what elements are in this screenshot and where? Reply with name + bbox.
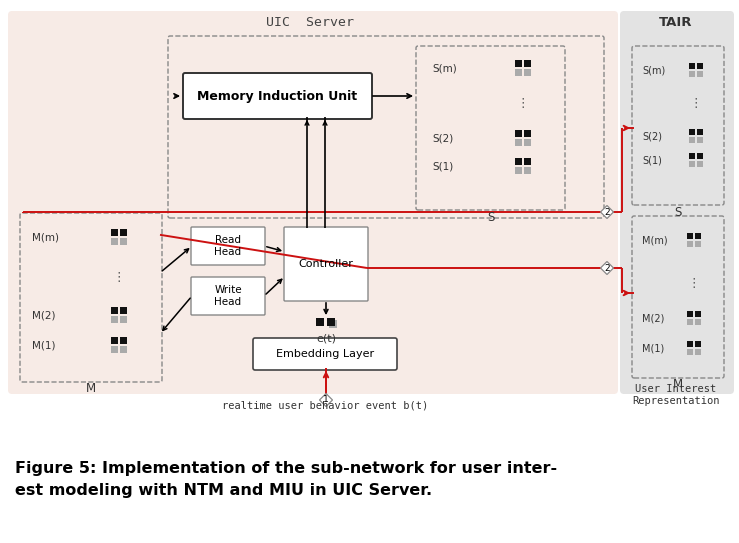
Text: M(1): M(1)	[642, 343, 664, 353]
Bar	[695, 241, 701, 247]
Bar	[120, 337, 127, 344]
Bar	[515, 69, 522, 76]
Bar	[697, 161, 703, 167]
FancyBboxPatch shape	[183, 73, 372, 119]
Bar	[524, 60, 531, 67]
Text: TAIR: TAIR	[659, 16, 692, 28]
Bar	[120, 316, 127, 323]
FancyBboxPatch shape	[253, 338, 397, 370]
Bar	[695, 311, 701, 317]
Bar	[689, 63, 695, 69]
Bar	[111, 337, 118, 344]
Text: e(t): e(t)	[316, 333, 336, 343]
Text: S(1): S(1)	[432, 161, 453, 171]
FancyBboxPatch shape	[284, 227, 368, 301]
Bar	[524, 69, 531, 76]
Bar	[695, 319, 701, 325]
Text: 2: 2	[605, 263, 610, 273]
FancyBboxPatch shape	[8, 11, 618, 394]
Text: S(2): S(2)	[642, 131, 662, 141]
Bar	[120, 238, 127, 245]
Bar	[689, 129, 695, 135]
Bar	[120, 346, 127, 353]
Bar	[697, 63, 703, 69]
Text: ⋮: ⋮	[689, 97, 702, 110]
Bar	[111, 346, 118, 353]
Text: M: M	[673, 378, 683, 392]
Bar	[697, 129, 703, 135]
Bar	[515, 130, 522, 137]
Bar	[689, 161, 695, 167]
FancyBboxPatch shape	[620, 11, 734, 394]
Bar	[697, 71, 703, 77]
Bar	[515, 167, 522, 174]
Bar	[687, 341, 693, 347]
Text: M(2): M(2)	[32, 310, 55, 320]
Text: S: S	[674, 205, 681, 218]
Text: M(2): M(2)	[642, 313, 664, 323]
Text: ⋮: ⋮	[517, 97, 529, 110]
Bar	[695, 349, 701, 355]
Bar	[689, 153, 695, 159]
Bar	[687, 241, 693, 247]
Text: S(m): S(m)	[432, 63, 457, 73]
Text: Read
Head: Read Head	[214, 235, 242, 257]
Bar	[524, 167, 531, 174]
Bar	[111, 307, 118, 314]
Bar	[120, 307, 127, 314]
Bar	[524, 130, 531, 137]
Text: M(m): M(m)	[32, 232, 59, 242]
Bar	[515, 139, 522, 146]
Text: S(m): S(m)	[642, 65, 665, 75]
Bar	[524, 158, 531, 165]
Text: Write
Head: Write Head	[214, 285, 242, 307]
FancyBboxPatch shape	[191, 227, 265, 265]
Text: User Interest
Representation: User Interest Representation	[633, 384, 720, 406]
Bar	[689, 71, 695, 77]
Text: ⋮: ⋮	[113, 270, 125, 283]
Bar	[327, 318, 335, 326]
Text: S(2): S(2)	[432, 133, 453, 143]
Bar	[515, 60, 522, 67]
Bar	[695, 341, 701, 347]
Text: Embedding Layer: Embedding Layer	[276, 349, 374, 359]
Bar	[515, 158, 522, 165]
Bar	[329, 320, 337, 328]
Text: UIC  Server: UIC Server	[266, 16, 354, 28]
Bar	[111, 316, 118, 323]
Bar	[120, 229, 127, 236]
Polygon shape	[601, 205, 613, 218]
Bar	[687, 233, 693, 239]
Bar	[695, 233, 701, 239]
Bar	[687, 349, 693, 355]
Bar	[687, 311, 693, 317]
Text: 2: 2	[605, 207, 610, 217]
Text: Controller: Controller	[299, 259, 353, 269]
Text: S(1): S(1)	[642, 155, 662, 165]
Text: est modeling with NTM and MIU in UIC Server.: est modeling with NTM and MIU in UIC Ser…	[15, 483, 432, 497]
Bar	[697, 137, 703, 143]
Text: 1: 1	[323, 395, 329, 405]
Text: ⋮: ⋮	[688, 276, 701, 289]
Bar	[697, 153, 703, 159]
Polygon shape	[601, 262, 613, 275]
Bar	[687, 319, 693, 325]
Bar	[111, 238, 118, 245]
Text: M(1): M(1)	[32, 340, 55, 350]
Polygon shape	[319, 394, 333, 407]
Text: Figure 5: Implementation of the sub-network for user inter-: Figure 5: Implementation of the sub-netw…	[15, 460, 557, 476]
Bar	[524, 139, 531, 146]
Bar	[111, 229, 118, 236]
FancyBboxPatch shape	[191, 277, 265, 315]
Text: Memory Induction Unit: Memory Induction Unit	[197, 90, 358, 103]
Text: M(m): M(m)	[642, 235, 667, 245]
Bar	[689, 137, 695, 143]
Text: S: S	[487, 211, 494, 224]
Text: M: M	[86, 382, 96, 395]
Bar	[316, 318, 324, 326]
Text: realtime user behavior event b(t): realtime user behavior event b(t)	[222, 401, 428, 411]
